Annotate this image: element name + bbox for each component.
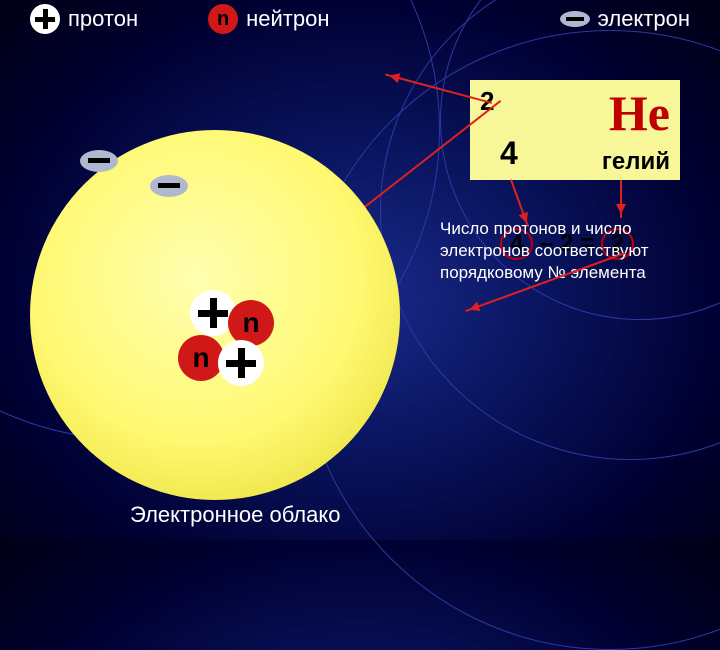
nucleus-neutron-letter: n xyxy=(192,342,209,374)
legend-proton-label: протон xyxy=(68,6,138,32)
shell-electron xyxy=(150,175,188,197)
note-line-3: порядковому № элемента xyxy=(440,263,646,282)
neutron-letter: n xyxy=(217,8,229,31)
legend-bar: протон n нейтрон электрон xyxy=(0,4,720,34)
legend-electron: электрон xyxy=(560,6,690,32)
arrow-symbol-down xyxy=(620,180,622,218)
legend-neutron: n нейтрон xyxy=(208,4,329,34)
cloud-label: Электронное облако xyxy=(130,502,340,528)
legend-neutron-label: нейтрон xyxy=(246,6,329,32)
mass-number: 4 xyxy=(500,135,518,172)
proton-icon xyxy=(30,4,60,34)
element-info-box: 2 4 He гелий xyxy=(470,80,680,180)
neutron-icon: n xyxy=(208,4,238,34)
electron-icon xyxy=(560,11,590,27)
nucleus-neutron: n xyxy=(228,300,274,346)
nucleus-proton xyxy=(218,340,264,386)
element-name: гелий xyxy=(602,148,670,176)
shell-electron xyxy=(80,150,118,172)
note-line-2: электронов соответствуют xyxy=(440,241,649,260)
nucleus-neutron: n xyxy=(178,335,224,381)
legend-proton: протон xyxy=(30,4,138,34)
legend-electron-label: электрон xyxy=(598,6,690,32)
nucleus-neutron-letter: n xyxy=(242,307,259,339)
element-symbol: He xyxy=(609,84,670,142)
note-line-1: Число протонов и число xyxy=(440,219,632,238)
